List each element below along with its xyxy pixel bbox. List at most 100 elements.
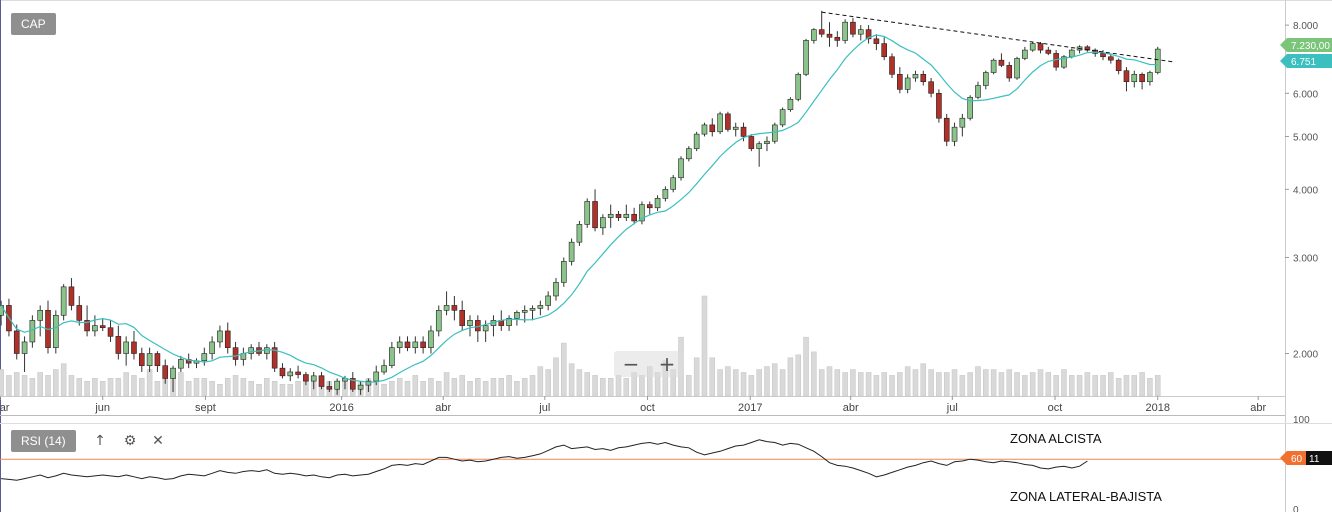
price-tick-label: 4.000	[1293, 185, 1318, 196]
rsi-indicator-badge[interactable]: RSI (14)	[11, 430, 76, 452]
candle-up	[982, 72, 989, 86]
volume-bar	[443, 372, 450, 397]
candle-up	[904, 77, 911, 90]
candle-up	[412, 341, 419, 348]
volume-bar	[834, 369, 841, 397]
volume-bar	[287, 383, 294, 397]
volume-bar	[904, 366, 911, 397]
candle-down	[748, 136, 755, 149]
candle-up	[959, 117, 966, 128]
volume-bar	[772, 363, 778, 397]
ticker-badge[interactable]: CAP	[11, 13, 56, 35]
candle-up	[1029, 43, 1036, 51]
candle-up	[21, 341, 28, 354]
arrow-up-icon[interactable]: ↑	[94, 433, 106, 449]
volume-bar	[779, 369, 786, 397]
volume-bar	[623, 378, 630, 397]
zoom-control: − +	[614, 351, 684, 377]
candle-up	[607, 213, 614, 218]
candle-down	[740, 126, 747, 137]
candle-up	[514, 311, 520, 319]
volume-bar	[248, 381, 254, 397]
rsi-value-tag-dark	[1306, 451, 1332, 465]
volume-bar	[756, 369, 762, 397]
volume-bar	[951, 369, 958, 397]
volume-bar	[264, 378, 270, 397]
price-tick-label: 8.000	[1293, 21, 1318, 32]
candle-up	[396, 341, 403, 348]
candle-down	[818, 29, 825, 35]
candle-up	[803, 40, 809, 75]
volume-bar	[592, 375, 598, 397]
candle-down	[1123, 70, 1130, 83]
candle-up	[264, 347, 270, 354]
candle-up	[553, 282, 559, 297]
volume-bar	[842, 372, 848, 397]
candle-down	[115, 336, 122, 354]
zoom-in-button[interactable]: +	[658, 352, 676, 376]
volume-bar	[76, 378, 83, 397]
candle-up	[967, 96, 973, 119]
volume-bar	[389, 381, 395, 397]
candle-up	[717, 113, 723, 133]
volume-bar	[123, 372, 129, 397]
candle-up	[701, 124, 708, 135]
candle-down	[451, 305, 458, 311]
volume-bar	[256, 383, 262, 397]
candle-up	[201, 353, 208, 362]
candle-up	[310, 375, 317, 382]
volume-bar	[1061, 369, 1067, 397]
volume-bar	[584, 372, 590, 397]
volume-bar	[1069, 375, 1075, 397]
volume-bar	[381, 383, 387, 397]
volume-bar	[13, 372, 20, 397]
gear-icon[interactable]: ⚙	[123, 433, 137, 449]
candle-down	[936, 92, 942, 119]
candle-up	[693, 133, 700, 149]
candle-up	[467, 320, 473, 326]
candle-down	[873, 38, 880, 44]
candle-down	[834, 36, 841, 41]
price-tick-label: 5.000	[1293, 132, 1318, 143]
volume-bar	[1139, 372, 1145, 397]
volume-bar	[209, 381, 215, 397]
volume-bar	[850, 369, 856, 397]
candle-up	[654, 198, 661, 209]
candle-down	[1108, 56, 1114, 61]
volume-bar	[1006, 369, 1012, 397]
zoom-out-button[interactable]: −	[622, 352, 640, 376]
volume-bar	[84, 381, 90, 397]
candle-up	[764, 140, 770, 144]
candle-down	[154, 353, 161, 366]
candle-up	[60, 286, 67, 316]
volume-bar	[45, 375, 51, 397]
volume-bar	[521, 378, 528, 397]
candlesticks	[0, 10, 1161, 395]
candle-up	[600, 217, 606, 229]
volume-bar	[1029, 372, 1036, 397]
volume-bar	[1108, 372, 1114, 397]
ma-price-tag	[1280, 54, 1332, 68]
volume-bar	[639, 375, 645, 397]
volume-bar	[553, 357, 559, 397]
candle-up	[381, 365, 387, 373]
candle-up	[576, 224, 583, 243]
volume-bar	[1053, 375, 1059, 397]
candle-up	[545, 295, 551, 306]
candle-up	[1068, 49, 1075, 58]
candle-down	[920, 74, 927, 83]
rsi-value-tag	[1280, 451, 1306, 465]
candle-down	[76, 305, 83, 321]
candle-up	[670, 177, 677, 190]
volume-bar	[1131, 375, 1138, 397]
close-icon[interactable]: ✕	[152, 433, 164, 449]
volume-bar	[740, 372, 747, 397]
volume-bar	[764, 366, 770, 397]
candle-down	[615, 213, 622, 218]
volume-bar	[240, 378, 247, 397]
volume-bar	[185, 381, 192, 397]
candle-down	[84, 320, 90, 332]
time-tick-label: abr	[1250, 402, 1266, 414]
